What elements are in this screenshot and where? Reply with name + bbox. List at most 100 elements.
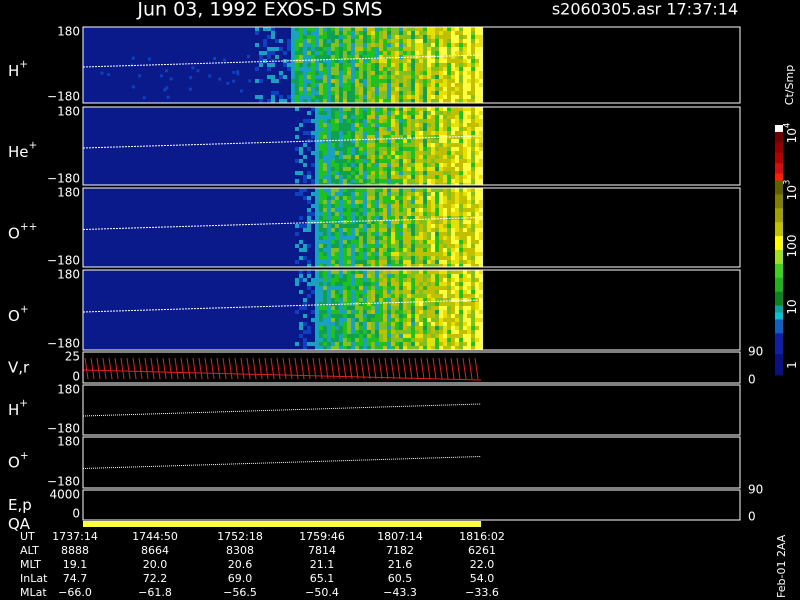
spectrogram-cell xyxy=(323,95,327,99)
spectrogram-cell xyxy=(479,330,483,334)
spectrogram-cell xyxy=(347,183,351,185)
spectrogram-cell xyxy=(479,248,483,252)
spectrogram-cell xyxy=(447,155,451,159)
spectrogram-cell xyxy=(455,342,459,346)
spectrogram-cell xyxy=(351,95,355,99)
spectrogram-cell xyxy=(463,240,467,244)
spectrogram-cell xyxy=(419,83,423,87)
spectrogram-cell xyxy=(299,95,303,99)
spectrogram-cell xyxy=(411,188,415,192)
spectrogram-cell xyxy=(415,326,419,330)
spectrogram-cell xyxy=(447,79,451,83)
spectrogram-cell xyxy=(439,163,443,167)
spectrogram-cell xyxy=(395,163,399,167)
spectrogram-cell xyxy=(335,294,339,298)
spectrogram-cell xyxy=(359,274,363,278)
spectrogram-cell xyxy=(435,228,439,232)
spectrogram-cell xyxy=(295,79,299,83)
spectrogram-cell xyxy=(427,135,431,139)
spectrogram-cell xyxy=(419,212,423,216)
ephemeris-value: 74.7 xyxy=(63,572,88,585)
spectrogram-cell xyxy=(371,240,375,244)
spectrogram-cell xyxy=(379,264,383,267)
spectrogram-cell xyxy=(443,95,447,99)
spectrogram-cell xyxy=(363,212,367,216)
spectrogram-cell xyxy=(371,135,375,139)
spectrogram-cell xyxy=(403,155,407,159)
spectrogram-cell xyxy=(315,151,319,155)
spectrogram-cell xyxy=(335,35,339,39)
spectrogram-cell xyxy=(335,139,339,143)
spectrogram-cell xyxy=(375,71,379,75)
spectrogram-cell xyxy=(419,115,423,119)
spectrogram-cell xyxy=(355,342,359,346)
spectrogram-cell xyxy=(431,43,435,47)
spectrogram-cell xyxy=(351,342,355,346)
spectrogram-cell xyxy=(395,248,399,252)
spectrogram-cell xyxy=(355,79,359,83)
spectrogram-cell xyxy=(467,256,471,260)
spectrogram-cell xyxy=(459,151,463,155)
spectrogram-cell xyxy=(455,290,459,294)
spectrogram-cell xyxy=(331,99,335,103)
spectrogram-cell xyxy=(367,302,371,306)
spectrogram-cell xyxy=(355,326,359,330)
panel-label: He+ xyxy=(8,139,37,160)
spectrogram-cell xyxy=(311,151,315,155)
spectrogram-cell xyxy=(319,314,323,318)
spectrogram-cell xyxy=(423,43,427,47)
spectrogram-cell xyxy=(319,171,323,175)
spectrogram-cell xyxy=(323,278,327,282)
spectrogram-cell xyxy=(439,83,443,87)
spectrogram-cell xyxy=(419,302,423,306)
spectrogram-cell xyxy=(279,71,283,75)
spectrogram-cell xyxy=(471,252,475,256)
spectrogram-cell xyxy=(427,39,431,43)
spectrogram-cell xyxy=(447,171,451,175)
colorbar-swatch xyxy=(775,236,783,251)
spectrogram-cell xyxy=(403,47,407,51)
spectrogram-cell xyxy=(331,27,335,31)
panel-label-base: V,r xyxy=(8,358,30,376)
ephemeris-value: 20.0 xyxy=(143,558,168,571)
spectrogram-cell xyxy=(343,175,347,179)
spectrogram-cell xyxy=(355,87,359,91)
spectrogram-cell xyxy=(303,87,307,91)
spectrogram-cell xyxy=(343,278,347,282)
velocity-trace xyxy=(372,357,377,380)
spectrogram-cell xyxy=(427,326,431,330)
spectrogram-cell xyxy=(419,39,423,43)
spectrogram-cell xyxy=(347,51,351,55)
spectrogram-cell xyxy=(331,87,335,91)
spectrogram-cell xyxy=(467,79,471,83)
spectrogram-cell xyxy=(347,208,351,212)
spectrogram-cell xyxy=(439,35,443,39)
spectrogram-cell xyxy=(375,39,379,43)
spectrogram-cell xyxy=(467,232,471,236)
spectrogram-cell xyxy=(447,47,451,51)
spectrogram-cell xyxy=(459,192,463,196)
spectrogram-cell xyxy=(403,244,407,248)
spectrogram-cell xyxy=(339,63,343,67)
spectrogram-cell xyxy=(467,43,471,47)
spectrogram-cell xyxy=(351,306,355,310)
spectrogram-cell xyxy=(331,91,335,95)
spectrogram-cell xyxy=(439,43,443,47)
spectrogram-cell xyxy=(399,87,403,91)
spectrogram-cell xyxy=(307,95,311,99)
spectrogram-cell xyxy=(359,115,363,119)
spectrogram-cell xyxy=(427,51,431,55)
spectrogram-cell xyxy=(475,274,479,278)
spectrogram-cell xyxy=(315,179,319,183)
spectrogram-cell xyxy=(415,151,419,155)
ephemeris-label: ALT xyxy=(20,544,39,557)
spectrogram-cell xyxy=(351,79,355,83)
spectrogram-cell xyxy=(479,119,483,123)
spectrogram-cell xyxy=(415,274,419,278)
spectrogram-cell xyxy=(363,39,367,43)
spectrogram-cell xyxy=(379,135,383,139)
spectrogram-cell xyxy=(475,63,479,67)
spectrogram-cell xyxy=(295,83,299,87)
spectrogram-cell xyxy=(379,256,383,260)
colorbar-swatch xyxy=(775,208,783,223)
